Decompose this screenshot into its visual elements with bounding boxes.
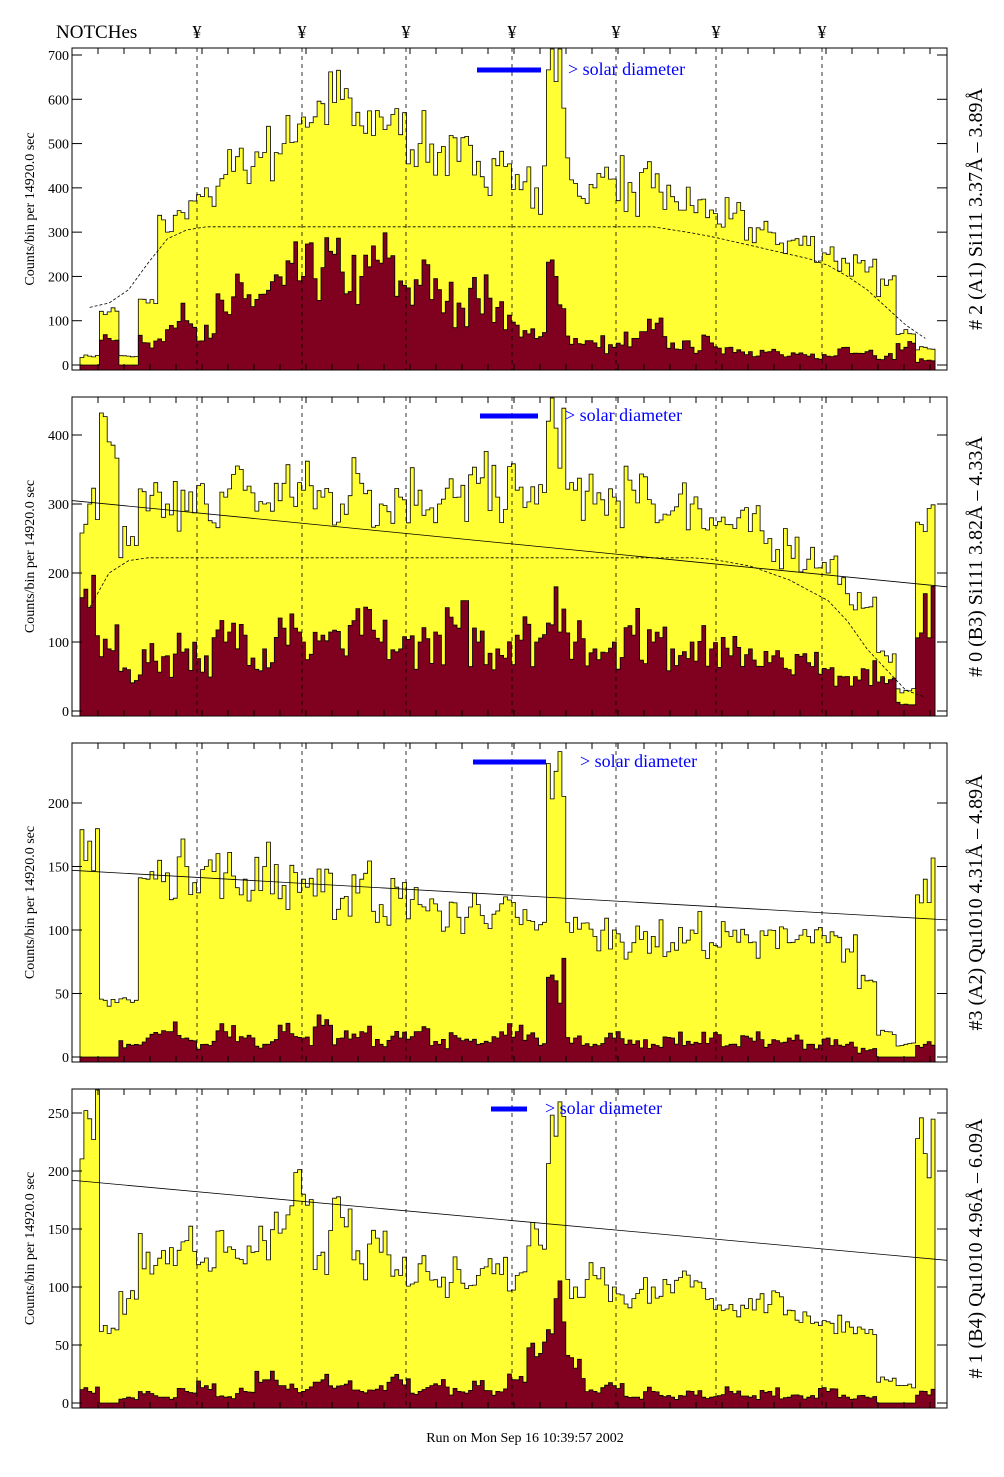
counts-histogram <box>79 1089 936 1409</box>
panel-2: 0 50 100 150 200 > solar diameter Counts/bin p… <box>23 742 987 1066</box>
y-tick-label: 0 <box>62 1397 69 1412</box>
y-tick-label: 0 <box>62 359 69 374</box>
panel-3: 0 50 100 150 200 250 > solar diameter Counts/bi… <box>23 1088 987 1412</box>
notch-marker-3: ¥ <box>508 22 517 42</box>
dashed-model-curve <box>89 557 926 698</box>
y-tick-label: 0 <box>62 1051 69 1066</box>
y-axis-label: Counts/bin per 14920.0 sec <box>23 132 38 285</box>
y-tick-label: 150 <box>48 1223 69 1238</box>
subset-histogram <box>79 957 936 1063</box>
y-tick-label: 700 <box>48 49 69 64</box>
notch-marker-0: ¥ <box>193 22 202 42</box>
y-tick-label: 200 <box>48 797 69 812</box>
y-tick-label: 0 <box>62 705 69 720</box>
solar-diameter-label: > solar diameter <box>545 1098 662 1118</box>
notch-marker-5: ¥ <box>712 22 721 42</box>
notch-marker-2: ¥ <box>402 22 411 42</box>
subset-histogram <box>79 574 936 717</box>
subset-histogram <box>79 1280 936 1409</box>
panel-title: #3 (A2) Qu1010 4.31Å – 4.89Å <box>965 774 987 1031</box>
panel-1: 0 100 200 300 400 > solar diameter Counts/bin … <box>23 396 987 720</box>
y-tick-label: 100 <box>48 1281 69 1296</box>
y-axis-label: Counts/bin per 14920.0 sec <box>23 826 38 979</box>
y-tick-label: 200 <box>48 1165 69 1180</box>
panel-title: # 1 (B4) Qu1010 4.96Å – 6.09Å <box>965 1118 987 1379</box>
fit-line <box>71 1179 948 1261</box>
y-axis-label: Counts/bin per 14920.0 sec <box>23 480 38 633</box>
y-tick-label: 200 <box>48 567 69 582</box>
dashed-model-curve <box>89 226 926 339</box>
y-tick-label: 200 <box>48 270 69 285</box>
y-tick-label: 600 <box>48 93 69 108</box>
fit-line <box>71 869 948 921</box>
y-axis-label: Counts/bin per 14920.0 sec <box>23 1172 38 1325</box>
notch-marker-6: ¥ <box>818 22 827 42</box>
notches-label: NOTCHes <box>56 22 137 43</box>
y-tick-label: 250 <box>48 1107 69 1122</box>
y-tick-label: 100 <box>48 924 69 939</box>
panel-title: # 2 (A1) Si111 3.37Å – 3.89Å <box>965 88 987 330</box>
y-tick-label: 50 <box>55 1339 69 1354</box>
solar-diameter-label: > solar diameter <box>565 405 682 425</box>
notch-marker-1: ¥ <box>298 22 307 42</box>
y-tick-label: 300 <box>48 226 69 241</box>
panel-title: # 0 (B3) Si111 3.82Å – 4.33Å <box>965 436 987 677</box>
run-timestamp: Run on Mon Sep 16 10:39:57 2002 <box>426 1431 624 1446</box>
fit-line <box>71 500 948 588</box>
y-tick-label: 300 <box>48 498 69 513</box>
panel-0: 0 100 200 300 400 500 600 700 > solar diameter Co… <box>23 47 987 374</box>
notch-marker-4: ¥ <box>612 22 621 42</box>
y-tick-label: 400 <box>48 182 69 197</box>
y-tick-label: 100 <box>48 636 69 651</box>
y-tick-label: 500 <box>48 138 69 153</box>
y-tick-label: 400 <box>48 429 69 444</box>
solar-diameter-label: > solar diameter <box>580 751 697 771</box>
y-tick-label: 100 <box>48 315 69 330</box>
subset-histogram <box>79 232 936 371</box>
y-tick-label: 50 <box>55 988 69 1003</box>
counts-histogram <box>79 751 936 1063</box>
solar-diameter-label: > solar diameter <box>568 59 685 79</box>
y-tick-label: 150 <box>48 861 69 876</box>
